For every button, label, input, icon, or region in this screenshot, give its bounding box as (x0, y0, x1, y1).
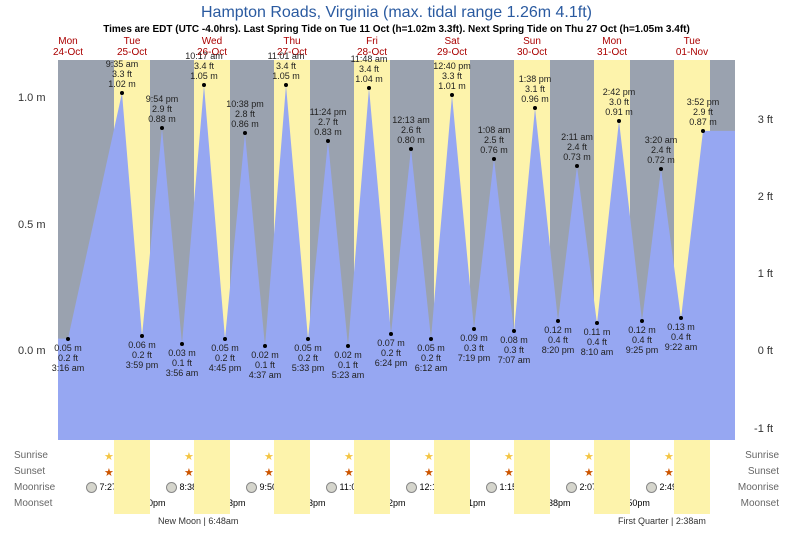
low-tide-label: 0.05 m0.2 ft4:45 pm (209, 343, 242, 373)
daylight-band-footer (514, 440, 550, 514)
high-tide-label: 2:11 am2.4 ft0.73 m (561, 132, 593, 162)
high-tide-marker (243, 131, 247, 135)
daylight-band-footer (594, 440, 630, 514)
low-tide-marker (389, 332, 393, 336)
high-tide-marker (617, 119, 621, 123)
low-tide-marker (640, 319, 644, 323)
low-tide-label: 0.09 m0.3 ft7:19 pm (458, 333, 491, 363)
high-tide-marker (575, 164, 579, 168)
moon-phase-label: New Moon | 6:48am (158, 516, 238, 526)
low-tide-marker (140, 334, 144, 338)
high-tide-marker (492, 157, 496, 161)
low-tide-marker (263, 344, 267, 348)
low-tide-marker (66, 337, 70, 341)
low-tide-marker (429, 337, 433, 341)
high-tide-marker (659, 167, 663, 171)
low-tide-label: 0.12 m0.4 ft8:20 pm (542, 325, 575, 355)
high-tide-label: 1:38 pm3.1 ft0.96 m (519, 74, 552, 104)
y-tick-right: -1 ft (754, 423, 773, 435)
low-tide-label: 0.02 m0.1 ft5:23 am (332, 350, 365, 380)
low-tide-label: 0.02 m0.1 ft4:37 am (249, 350, 282, 380)
date-header: Tue01-Nov (672, 36, 712, 58)
low-tide-marker (595, 321, 599, 325)
y-tick-right: 1 ft (758, 268, 773, 280)
high-tide-label: 1:08 am2.5 ft0.76 m (478, 125, 511, 155)
daylight-band-footer (354, 440, 390, 514)
low-tide-label: 0.11 m0.4 ft8:10 am (581, 327, 614, 357)
low-tide-label: 0.05 m0.2 ft3:16 am (52, 343, 85, 373)
date-header: Mon31-Oct (592, 36, 632, 58)
high-tide-label: 10:17 am3.4 ft1.05 m (185, 51, 223, 81)
row-label-moonrise-r: Moonrise (738, 482, 779, 493)
row-label-sunset-r: Sunset (748, 466, 779, 477)
y-tick-left: 0.0 m (18, 345, 46, 357)
date-header: Sun30-Oct (512, 36, 552, 58)
row-label-moonset-l: Moonset (14, 498, 52, 509)
daylight-band-footer (674, 440, 710, 514)
daylight-band-footer (274, 440, 310, 514)
high-tide-label: 3:52 pm2.9 ft0.87 m (687, 97, 720, 127)
y-tick-right: 3 ft (758, 114, 773, 126)
low-tide-marker (306, 337, 310, 341)
daylight-band-footer (194, 440, 230, 514)
high-tide-label: 12:13 am2.6 ft0.80 m (392, 115, 430, 145)
low-tide-label: 0.05 m0.2 ft6:12 am (415, 343, 448, 373)
row-label-sunrise-r: Sunrise (745, 450, 779, 461)
chart-subtitle: Times are EDT (UTC -4.0hrs). Last Spring… (0, 24, 793, 35)
high-tide-label: 11:24 pm2.7 ft0.83 m (310, 107, 347, 137)
y-tick-left: 0.5 m (18, 219, 46, 231)
low-tide-label: 0.06 m0.2 ft3:59 pm (126, 340, 159, 370)
low-tide-label: 0.07 m0.2 ft6:24 pm (375, 338, 408, 368)
low-tide-marker (180, 342, 184, 346)
row-label-sunrise-l: Sunrise (14, 450, 48, 461)
high-tide-marker (409, 147, 413, 151)
high-tide-label: 12:40 pm3.3 ft1.01 m (433, 61, 471, 91)
low-tide-marker (556, 319, 560, 323)
y-tick-right: 0 ft (758, 345, 773, 357)
low-tide-label: 0.08 m0.3 ft7:07 am (498, 335, 531, 365)
high-tide-label: 11:01 am3.4 ft1.05 m (268, 51, 305, 81)
high-tide-marker (326, 139, 330, 143)
high-tide-label: 2:42 pm3.0 ft0.91 m (603, 87, 636, 117)
daylight-band-footer (114, 440, 150, 514)
y-tick-left: 1.0 m (18, 92, 46, 104)
high-tide-label: 11:48 am3.4 ft1.04 m (351, 54, 388, 84)
high-tide-label: 9:35 am3.3 ft1.02 m (106, 59, 139, 89)
date-header: Tue25-Oct (112, 36, 152, 58)
date-header: Sat29-Oct (432, 36, 472, 58)
high-tide-marker (202, 83, 206, 87)
y-tick-right: 2 ft (758, 191, 773, 203)
low-tide-label: 0.03 m0.1 ft3:56 am (166, 348, 199, 378)
date-header: Mon24-Oct (48, 36, 88, 58)
high-tide-marker (450, 93, 454, 97)
high-tide-marker (367, 86, 371, 90)
high-tide-marker (120, 91, 124, 95)
high-tide-marker (160, 126, 164, 130)
low-tide-marker (512, 329, 516, 333)
row-label-moonset-r: Moonset (741, 498, 779, 509)
low-tide-label: 0.05 m0.2 ft5:33 pm (292, 343, 325, 373)
chart-title: Hampton Roads, Virginia (max. tidal rang… (0, 4, 793, 22)
moon-phase-label: First Quarter | 2:38am (618, 516, 706, 526)
low-tide-label: 0.12 m0.4 ft9:25 pm (626, 325, 659, 355)
high-tide-marker (284, 83, 288, 87)
plot-area: 0.05 m0.2 ft3:16 am9:35 am3.3 ft1.02 m0.… (58, 60, 735, 440)
row-label-sunset-l: Sunset (14, 466, 45, 477)
low-tide-label: 0.13 m0.4 ft9:22 am (665, 322, 698, 352)
low-tide-marker (223, 337, 227, 341)
low-tide-marker (346, 344, 350, 348)
low-tide-marker (679, 316, 683, 320)
high-tide-marker (701, 129, 705, 133)
high-tide-label: 3:20 am2.4 ft0.72 m (645, 135, 678, 165)
daylight-band-footer (434, 440, 470, 514)
tide-chart: Hampton Roads, Virginia (max. tidal rang… (0, 0, 793, 539)
row-label-moonrise-l: Moonrise (14, 482, 55, 493)
high-tide-label: 9:54 pm2.9 ft0.88 m (146, 94, 179, 124)
high-tide-label: 10:38 pm2.8 ft0.86 m (226, 99, 264, 129)
low-tide-marker (472, 327, 476, 331)
high-tide-marker (533, 106, 537, 110)
